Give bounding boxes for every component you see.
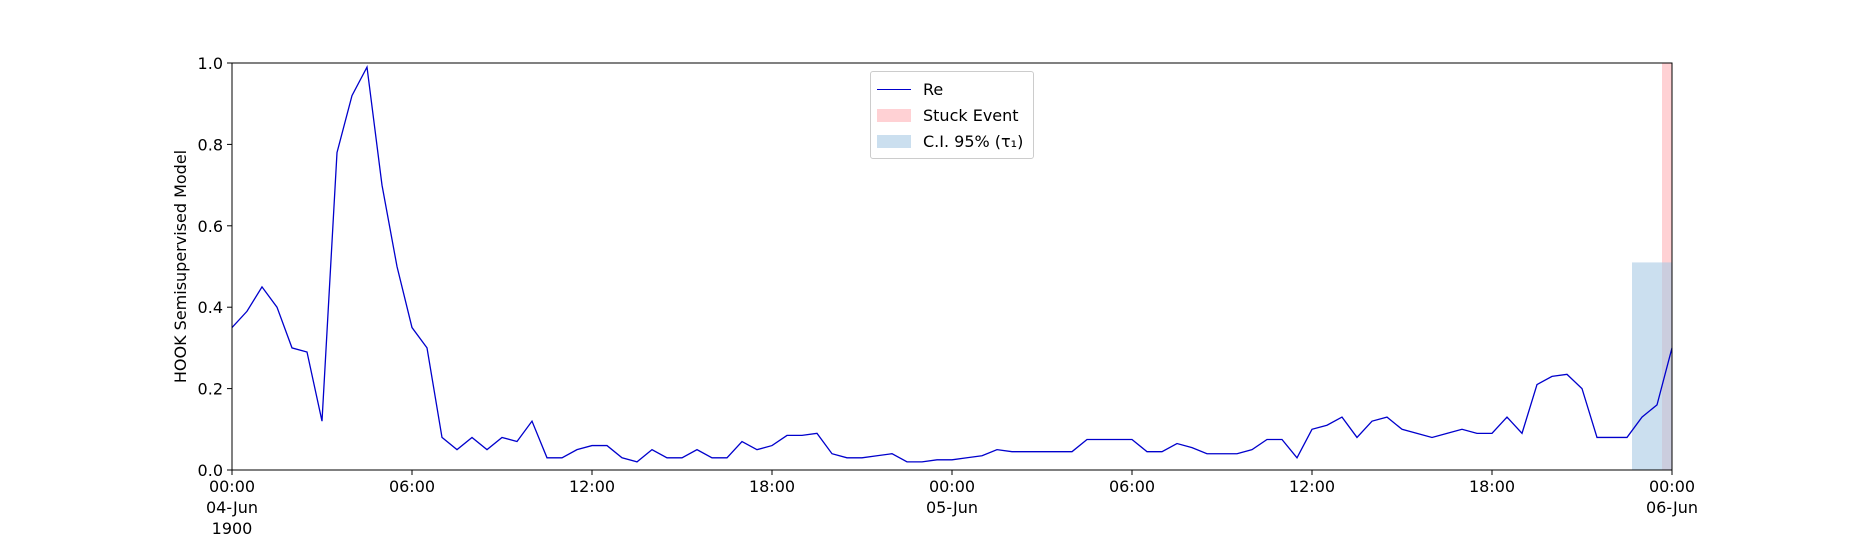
y-tick-label: 0.4: [198, 298, 223, 317]
x-tick-label: 00:00 05-Jun: [925, 477, 979, 517]
y-tick-label: 0.6: [198, 217, 223, 236]
legend-swatch: [877, 108, 911, 122]
legend-entry: C.I. 95% (τ₁): [877, 128, 1023, 154]
chart: HOOK Semisupervised Model 0.0 0.2 0.4 0.6 0.…: [171, 54, 1673, 480]
x-tick-label: 00:00 04-Jun 1900: [205, 477, 259, 538]
legend: Re Stuck Event C.I. 95% (τ₁): [870, 71, 1035, 159]
legend-entry: Re: [877, 76, 1023, 102]
legend-label: Re: [923, 79, 944, 99]
y-tick-label: 0.8: [198, 135, 223, 154]
x-tick-label: 12:00: [1288, 477, 1336, 496]
legend-label: Stuck Event: [923, 105, 1019, 125]
x-tick-label: 00:00 06-Jun: [1645, 477, 1699, 517]
span: [1632, 262, 1672, 470]
x-tick-label: 12:00: [568, 477, 616, 496]
legend-swatch: [877, 134, 911, 148]
x-tick-label: 18:00: [748, 477, 796, 496]
y-tick-label: 1.0: [198, 54, 223, 73]
legend-swatch: [877, 88, 911, 90]
x-tick-label: 18:00: [1468, 477, 1516, 496]
y-tick-label: 0.2: [198, 380, 223, 399]
y-axis-label: HOOK Semisupervised Model: [171, 150, 190, 383]
x-tick-label: 06:00: [1108, 477, 1156, 496]
legend-label: C.I. 95% (τ₁): [923, 131, 1024, 151]
x-tick-label: 06:00: [388, 477, 436, 496]
line: [231, 64, 1673, 463]
legend-entry: Stuck Event: [877, 102, 1023, 128]
y-tick-label: 0.0: [198, 461, 223, 480]
page: HOOK Semisupervised Model 0.0 0.2 0.4 0.6 0.…: [171, 54, 1699, 538]
